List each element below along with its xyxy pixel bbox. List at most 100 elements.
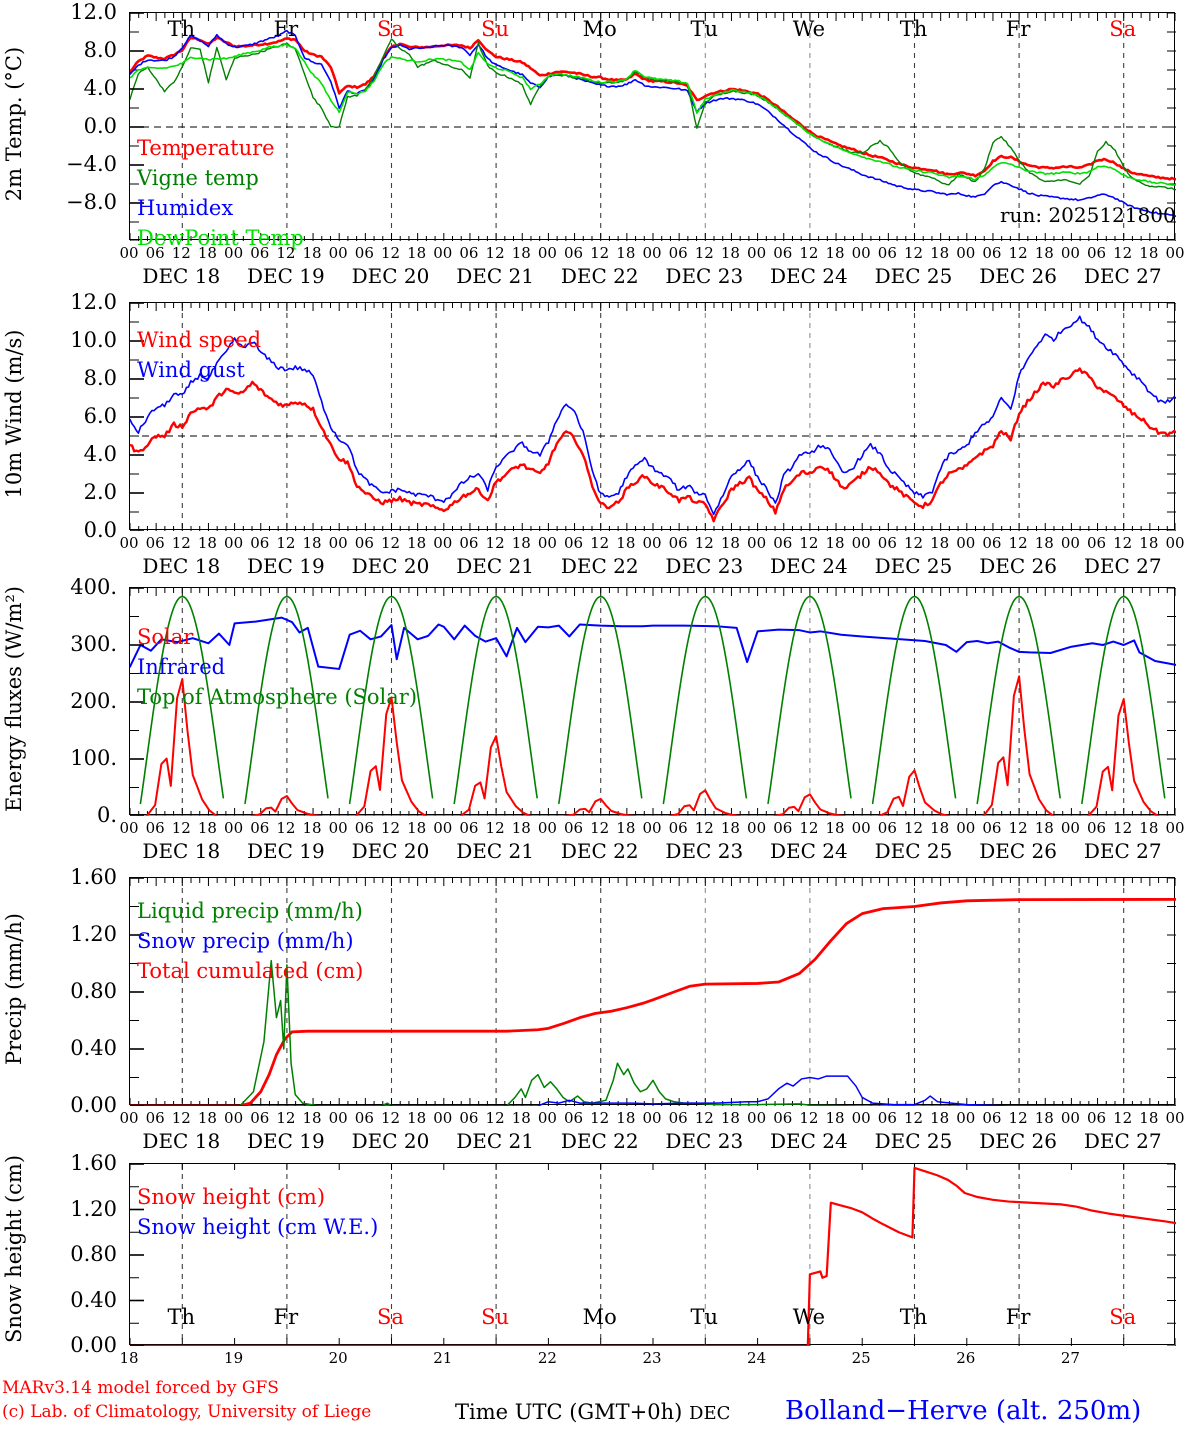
x-hour-precip-4-1: 06 xyxy=(564,1109,584,1127)
x-hour-wind-2-0: 00 xyxy=(328,534,348,552)
x-hour-wind-1-3: 18 xyxy=(302,534,322,552)
x-day-temperature-7: DEC 25 xyxy=(874,264,953,288)
day-name-snow-4: Mo xyxy=(582,1305,617,1329)
legend-precip-2: Total cumulated (cm) xyxy=(137,959,364,983)
x-hour-wind-6-3: 18 xyxy=(825,534,845,552)
day-name-temperature-0: Th xyxy=(167,17,196,41)
x-hour-wind-8-0: 00 xyxy=(956,534,976,552)
x-hour-wind-8-3: 18 xyxy=(1034,534,1054,552)
x-hour-energy-1-0: 00 xyxy=(224,819,244,837)
x-hour-temperature-5-2: 12 xyxy=(694,244,714,262)
y-tick-energy-0: 400. xyxy=(70,575,117,599)
x-day-energy-0: DEC 18 xyxy=(142,839,221,863)
x-hour-energy-5-1: 06 xyxy=(668,819,688,837)
x-hour-wind-6-2: 12 xyxy=(799,534,819,552)
day-name-temperature-6: We xyxy=(792,17,826,41)
x-hour-energy-2-1: 06 xyxy=(354,819,374,837)
x-hour-precip-8-3: 18 xyxy=(1034,1109,1054,1127)
x-hour-energy-5-0: 00 xyxy=(642,819,662,837)
x-day-energy-8: DEC 26 xyxy=(979,839,1057,863)
y-tick-precip-1: 1.20 xyxy=(70,922,117,946)
day-name-temperature-1: Fr xyxy=(273,17,299,41)
x-hour-temperature-7-0: 00 xyxy=(851,244,871,262)
x-day-number-7: 25 xyxy=(851,1349,871,1367)
chart-canvas-energy xyxy=(130,588,1176,816)
time-axis-label: Time UTC (GMT+0h) DEC xyxy=(455,1400,730,1424)
y-tick-wind-1: 10.0 xyxy=(70,328,117,352)
chart-canvas-temperature xyxy=(130,13,1176,241)
x-hour-wind-5-0: 00 xyxy=(642,534,662,552)
x-hour-precip-3-1: 06 xyxy=(459,1109,479,1127)
y-tick-precip-0: 1.60 xyxy=(70,865,117,889)
x-hour-temperature-9-2: 12 xyxy=(1113,244,1133,262)
legend-temperature-3: DewPoint Temp xyxy=(137,226,304,250)
x-hour-energy-6-3: 18 xyxy=(825,819,845,837)
y-tick-wind-4: 4.0 xyxy=(83,442,117,466)
x-hour-precip-1-3: 18 xyxy=(302,1109,322,1127)
x-hour-precip-0-1: 06 xyxy=(145,1109,165,1127)
x-hour-wind-4-0: 00 xyxy=(537,534,557,552)
x-day-energy-6: DEC 24 xyxy=(770,839,848,863)
x-hour-temperature-8-3: 18 xyxy=(1034,244,1054,262)
x-day-energy-9: DEC 27 xyxy=(1083,839,1162,863)
x-hour-precip-1-2: 12 xyxy=(276,1109,296,1127)
x-day-wind-1: DEC 19 xyxy=(247,554,325,578)
x-hour-precip-8-1: 06 xyxy=(982,1109,1002,1127)
x-hour-temperature-0-0: 00 xyxy=(119,244,139,262)
time-axis-label-text: Time UTC (GMT+0h) xyxy=(455,1400,683,1424)
x-hour-energy-9-1: 06 xyxy=(1087,819,1107,837)
x-hour-wind-6-1: 06 xyxy=(773,534,793,552)
day-name-temperature-3: Su xyxy=(481,17,510,41)
x-day-energy-3: DEC 21 xyxy=(456,839,534,863)
x-hour-precip-0-2: 12 xyxy=(171,1109,191,1127)
x-hour-wind-0-0: 00 xyxy=(119,534,139,552)
x-hour-precip-0-0: 00 xyxy=(119,1109,139,1127)
x-hour-energy-8-3: 18 xyxy=(1034,819,1054,837)
x-hour-precip-6-0: 00 xyxy=(747,1109,767,1127)
legend-precip-1: Snow precip (mm/h) xyxy=(137,929,354,953)
x-hour-temperature-6-1: 06 xyxy=(773,244,793,262)
x-day-number-8: 26 xyxy=(956,1349,976,1367)
x-day-precip-2: DEC 20 xyxy=(351,1129,430,1153)
day-name-snow-2: Sa xyxy=(377,1305,404,1329)
day-name-snow-9: Sa xyxy=(1109,1305,1137,1329)
x-hour-energy-0-0: 00 xyxy=(119,819,139,837)
chart-canvas-snow xyxy=(130,1164,1176,1346)
y-tick-snow-1: 1.20 xyxy=(70,1196,117,1221)
y-tick-temperature-2: 4.0 xyxy=(83,76,117,100)
plot-area-wind xyxy=(129,302,1176,531)
x-hour-wind-2-2: 12 xyxy=(380,534,401,552)
x-day-energy-1: DEC 19 xyxy=(247,839,325,863)
x-hour-precip-7-3: 18 xyxy=(930,1109,950,1127)
x-hour-energy-4-0: 00 xyxy=(537,819,557,837)
x-hour-precip-2-0: 00 xyxy=(328,1109,348,1127)
x-hour-energy-7-3: 18 xyxy=(930,819,950,837)
x-hour-wind-5-2: 12 xyxy=(694,534,714,552)
x-day-temperature-1: DEC 19 xyxy=(247,264,325,288)
x-hour-wind-9-1: 06 xyxy=(1087,534,1107,552)
x-day-precip-3: DEC 21 xyxy=(456,1129,534,1153)
x-hour-wind-1-0: 00 xyxy=(224,534,244,552)
day-name-snow-7: Th xyxy=(899,1305,928,1329)
x-hour-wind-3-2: 12 xyxy=(485,534,505,552)
x-hour-temperature-4-1: 06 xyxy=(564,244,584,262)
x-hour-temperature-2-3: 18 xyxy=(407,244,427,262)
x-hour-wind-0-1: 06 xyxy=(145,534,165,552)
x-hour-energy-0-2: 12 xyxy=(171,819,191,837)
x-day-wind-4: DEC 22 xyxy=(560,554,639,578)
legend-temperature-1: Vigne temp xyxy=(137,166,259,190)
x-day-temperature-3: DEC 21 xyxy=(456,264,534,288)
day-name-temperature-9: Sa xyxy=(1109,17,1137,41)
chart-canvas-precip xyxy=(130,878,1176,1106)
x-hour-wind-7-3: 18 xyxy=(930,534,950,552)
x-day-precip-6: DEC 24 xyxy=(770,1129,848,1153)
x-hour-wind-1-2: 12 xyxy=(276,534,296,552)
x-hour-temperature-4-2: 12 xyxy=(590,244,610,262)
day-name-temperature-7: Th xyxy=(899,17,928,41)
x-hour-precip-6-2: 12 xyxy=(799,1109,819,1127)
legend-snow-0: Snow height (cm) xyxy=(137,1185,326,1209)
x-hour-energy-8-2: 12 xyxy=(1008,819,1028,837)
x-hour-temperature-2-2: 12 xyxy=(380,244,401,262)
x-hour-precip-1-0: 00 xyxy=(224,1109,244,1127)
x-hour-temperature-4-3: 18 xyxy=(616,244,636,262)
